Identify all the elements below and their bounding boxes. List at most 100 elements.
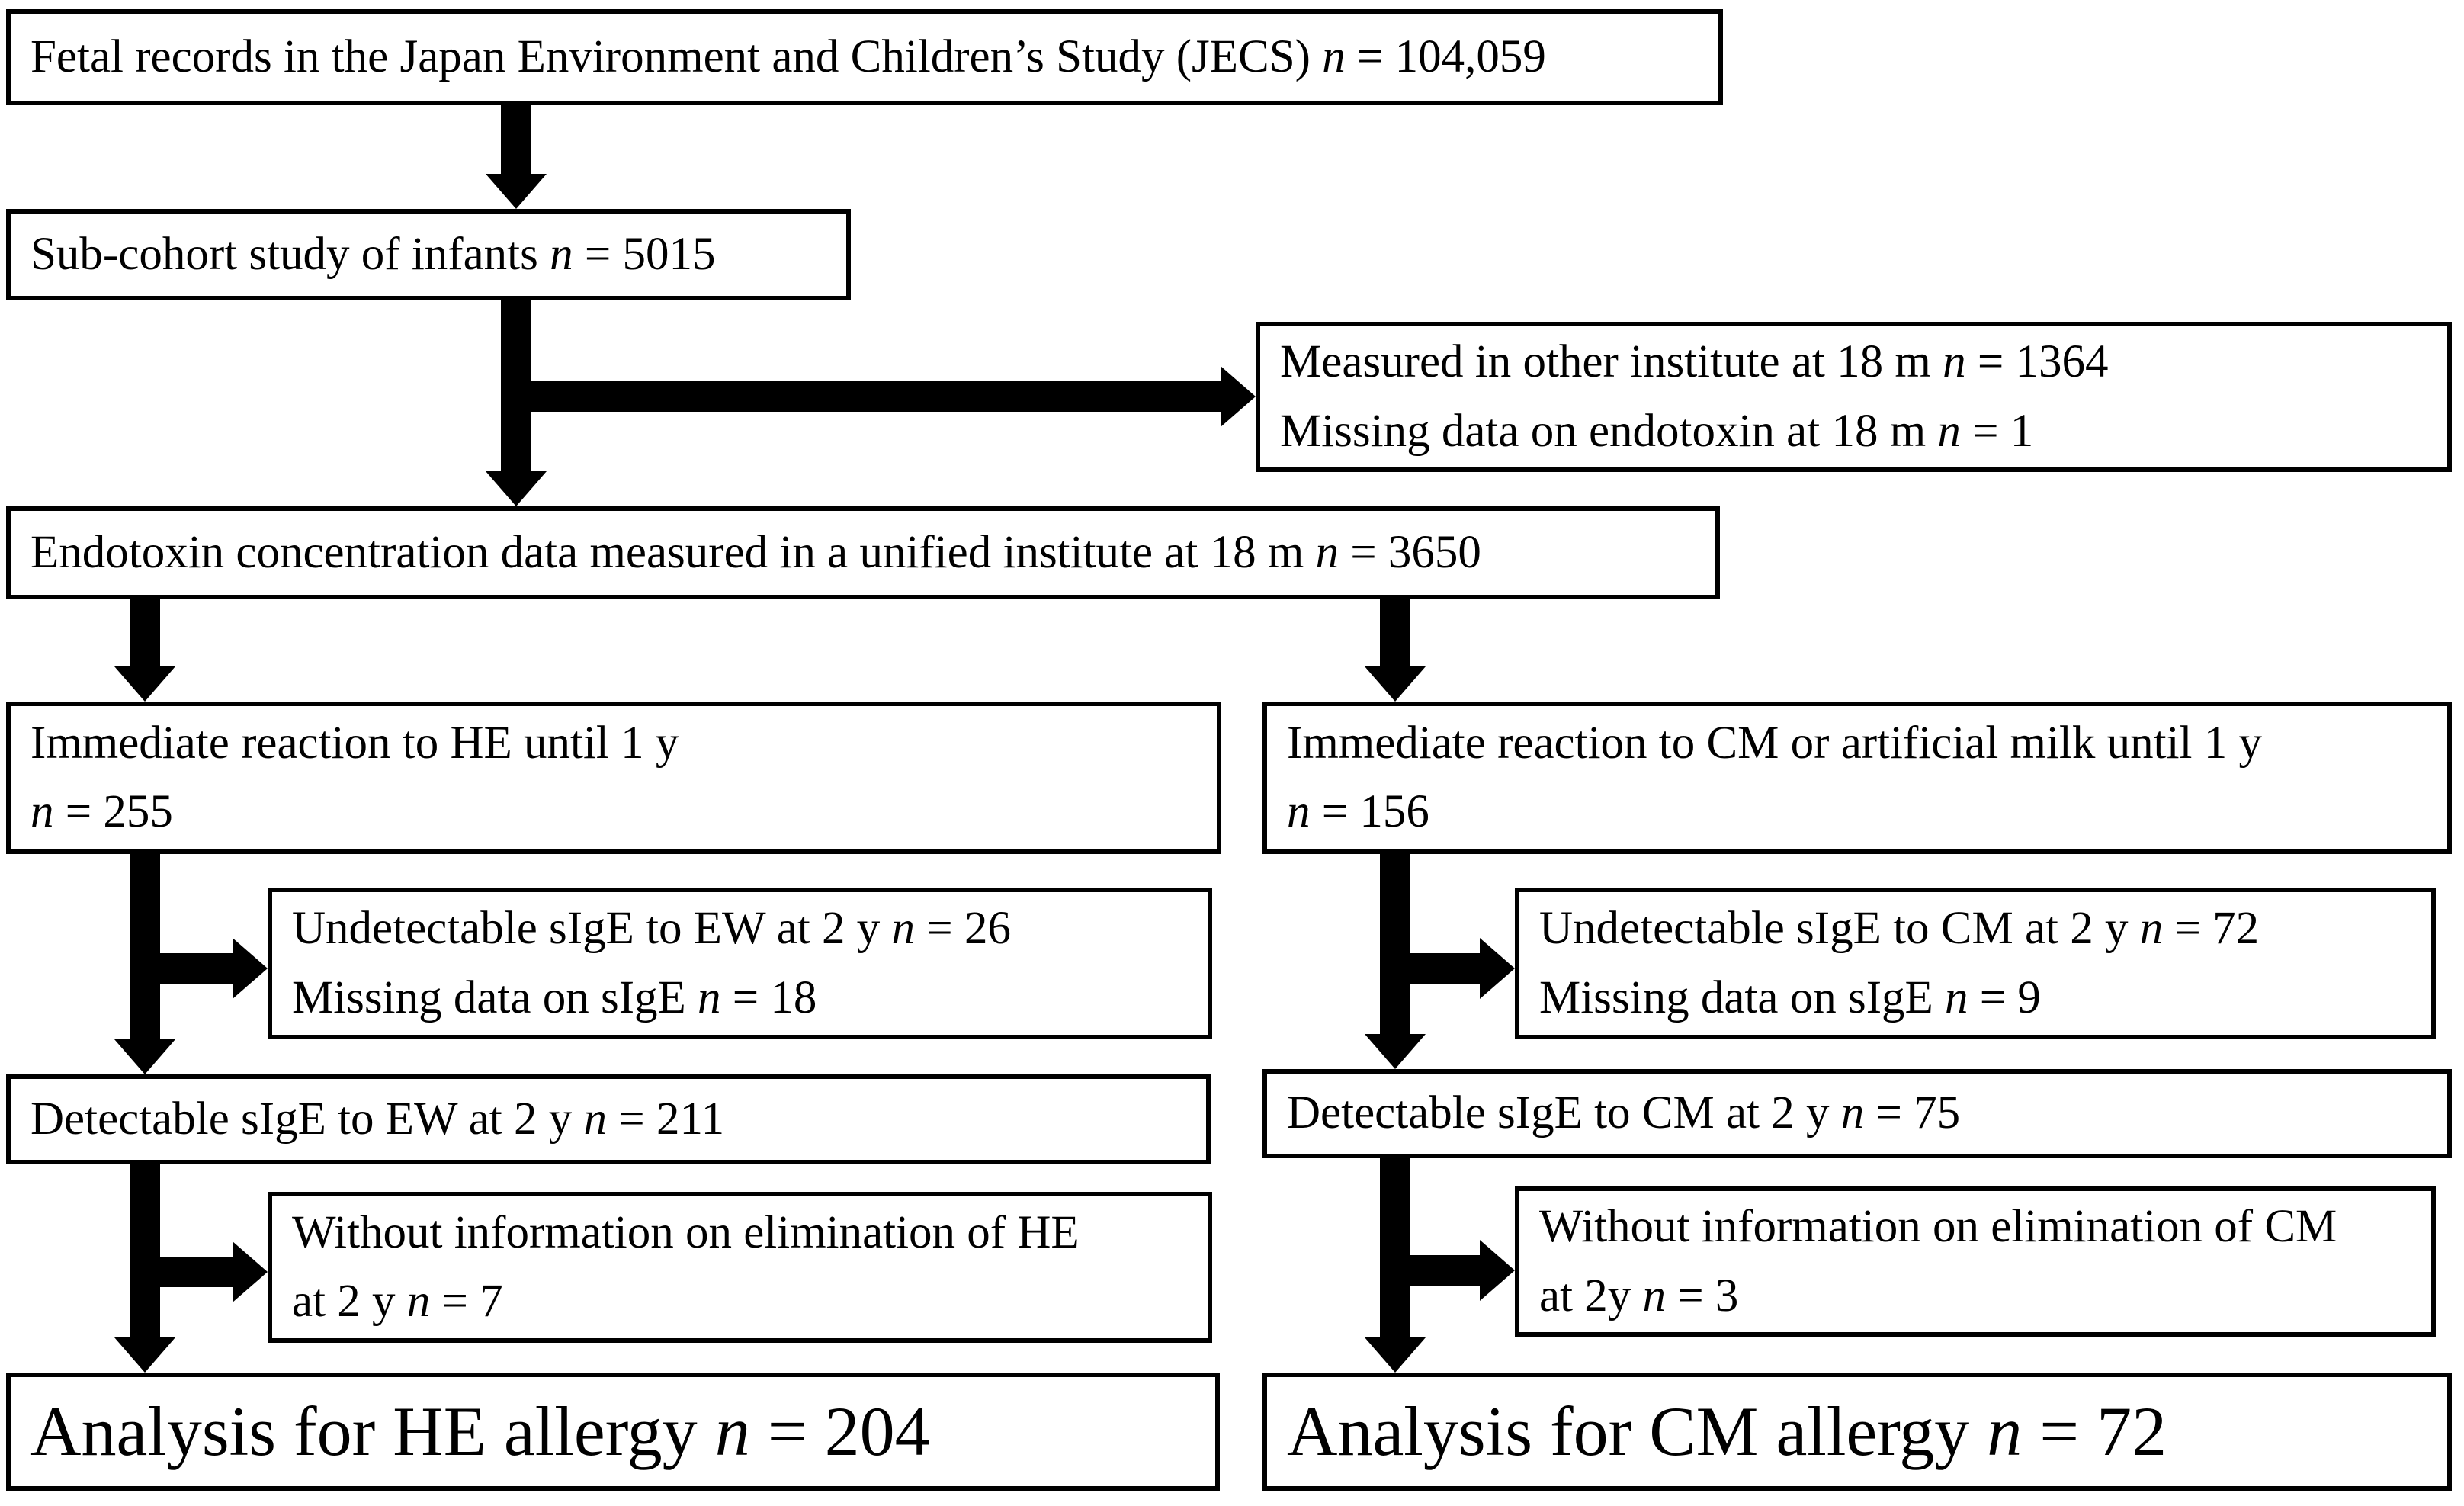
arrow-shaft: [501, 103, 531, 175]
text-pre: at 2y: [1539, 1270, 1643, 1321]
box-excluded-undetectable-cm: Undetectable sIgE to CM at 2 y n = 72 Mi…: [1515, 888, 2436, 1039]
text-pre: Endotoxin concentration data measured in…: [30, 526, 1316, 578]
arrow-shaft: [130, 1163, 160, 1340]
n-variable: n: [406, 1276, 431, 1327]
text-val: = 7: [430, 1276, 503, 1327]
arrow-shaft: [1380, 853, 1410, 1036]
text-line: n = 255: [30, 778, 1211, 846]
box-detectable-cm: Detectable sIgE to CM at 2 y n = 75: [1262, 1069, 2452, 1158]
box-immediate-reaction-he: Immediate reaction to HE until 1 y n = 2…: [6, 702, 1221, 854]
box-analysis-cm: Analysis for CM allergy n = 72: [1262, 1373, 2452, 1491]
n-variable: n: [698, 971, 721, 1023]
text-pre: Fetal records in the Japan Environment a…: [30, 31, 1323, 82]
arrow-head-right: [233, 938, 268, 999]
n-variable: n: [30, 786, 54, 837]
arrow-head-right: [1221, 366, 1256, 427]
arrow-shaft: [145, 953, 235, 984]
n-variable: n: [1840, 1087, 1865, 1139]
n-variable: n: [1943, 336, 1966, 388]
text-line: Fetal records in the Japan Environment a…: [30, 23, 1712, 92]
text-val: = 26: [915, 903, 1011, 955]
text-val: = 72: [2163, 903, 2260, 955]
text-line: Without information on elimination of CM: [1539, 1193, 2425, 1261]
box-sub-cohort: Sub-cohort study of infants n = 5015: [6, 209, 851, 300]
text-val: = 1364: [1965, 336, 2109, 388]
text-line: n = 156: [1287, 778, 2441, 846]
text-pre: at 2 y: [292, 1276, 407, 1327]
text-val: = 211: [607, 1093, 725, 1145]
text-val: = 72: [2022, 1392, 2167, 1471]
text-val: = 3: [1666, 1270, 1739, 1321]
box-excluded-undetectable-ew: Undetectable sIgE to EW at 2 y n = 26 Mi…: [268, 888, 1212, 1039]
text-line: Undetectable sIgE to CM at 2 y n = 72: [1539, 894, 2425, 963]
text-line: Endotoxin concentration data measured in…: [30, 519, 1709, 587]
text-val: = 156: [1310, 786, 1429, 837]
text-pre: Missing data on sIgE: [1539, 971, 1946, 1023]
text-line: Analysis for CM allergy n = 72: [1287, 1389, 2441, 1473]
box-detectable-ew: Detectable sIgE to EW at 2 y n = 211: [6, 1074, 1211, 1164]
text-val: = 1: [1960, 405, 2034, 457]
arrow-head-down: [114, 1337, 175, 1373]
text-pre: Undetectable sIgE to EW at 2 y: [292, 903, 892, 955]
n-variable: n: [891, 903, 916, 955]
box-excluded-measured-other: Measured in other institute at 18 m n = …: [1256, 322, 2452, 472]
arrow-shaft: [1380, 1157, 1410, 1340]
text-line: Sub-cohort study of infants n = 5015: [30, 220, 840, 289]
text-line: at 2y n = 3: [1539, 1262, 2425, 1331]
text-pre: Analysis for HE allergy: [30, 1392, 715, 1471]
box-fetal-records: Fetal records in the Japan Environment a…: [6, 9, 1723, 105]
n-variable: n: [1937, 405, 1961, 457]
n-variable: n: [583, 1093, 608, 1145]
text-val: = 3650: [1339, 526, 1481, 578]
text-val: = 5015: [573, 228, 716, 280]
text-val: = 18: [720, 971, 817, 1023]
arrow-shaft: [1395, 953, 1482, 984]
text-pre: Missing data on sIgE: [292, 971, 698, 1023]
text-val: = 104,059: [1345, 31, 1546, 82]
text-line: Without information on elimination of HE: [292, 1199, 1202, 1267]
text-line: Missing data on sIgE n = 18: [292, 964, 1202, 1032]
arrow-head-right: [1480, 938, 1515, 999]
text-line: Immediate reaction to HE until 1 y: [30, 709, 1211, 778]
text-line: Measured in other institute at 18 m n = …: [1280, 328, 2441, 397]
text-pre: Without information on elimination of CM: [1539, 1201, 2337, 1253]
text-pre: Without information on elimination of HE: [292, 1206, 1080, 1258]
arrow-shaft: [1380, 598, 1410, 668]
text-line: Detectable sIgE to EW at 2 y n = 211: [30, 1085, 1200, 1154]
box-immediate-reaction-cm: Immediate reaction to CM or artificial m…: [1262, 702, 2452, 854]
n-variable: n: [1287, 786, 1311, 837]
arrow-head-right: [1480, 1240, 1515, 1301]
text-pre: Immediate reaction to CM or artificial m…: [1287, 717, 2262, 769]
text-pre: Measured in other institute at 18 m: [1280, 336, 1943, 388]
arrow-shaft: [130, 853, 160, 1040]
n-variable: n: [1945, 971, 1968, 1023]
text-line: Detectable sIgE to CM at 2 y n = 75: [1287, 1079, 2441, 1148]
text-pre: Undetectable sIgE to CM at 2 y: [1539, 903, 2140, 955]
arrow-shaft: [1395, 1255, 1482, 1286]
n-variable: n: [1987, 1392, 2023, 1471]
arrow-head-right: [233, 1241, 268, 1302]
text-line: Missing data on sIgE n = 9: [1539, 964, 2425, 1032]
n-variable: n: [550, 228, 573, 280]
text-line: Undetectable sIgE to EW at 2 y n = 26: [292, 894, 1202, 963]
box-excluded-without-info-cm: Without information on elimination of CM…: [1515, 1186, 2436, 1337]
text-val: = 9: [1968, 971, 2041, 1023]
box-endotoxin-unified: Endotoxin concentration data measured in…: [6, 506, 1720, 599]
text-val: = 75: [1864, 1087, 1961, 1139]
box-excluded-without-info-he: Without information on elimination of HE…: [268, 1192, 1212, 1343]
text-pre: Sub-cohort study of infants: [30, 228, 550, 280]
text-pre: Detectable sIgE to CM at 2 y: [1287, 1087, 1841, 1139]
arrow-shaft: [130, 598, 160, 668]
arrow-head-down: [114, 1039, 175, 1074]
text-val: = 255: [53, 786, 173, 837]
arrow-head-down: [486, 471, 547, 506]
arrow-head-down: [486, 174, 547, 209]
n-variable: n: [1322, 31, 1346, 82]
n-variable: n: [714, 1392, 750, 1471]
text-line: Immediate reaction to CM or artificial m…: [1287, 709, 2441, 778]
box-analysis-he: Analysis for HE allergy n = 204: [6, 1373, 1220, 1491]
text-line: Missing data on endotoxin at 18 m n = 1: [1280, 397, 2441, 466]
text-pre: Detectable sIgE to EW at 2 y: [30, 1093, 584, 1145]
arrow-head-down: [1365, 1034, 1426, 1069]
